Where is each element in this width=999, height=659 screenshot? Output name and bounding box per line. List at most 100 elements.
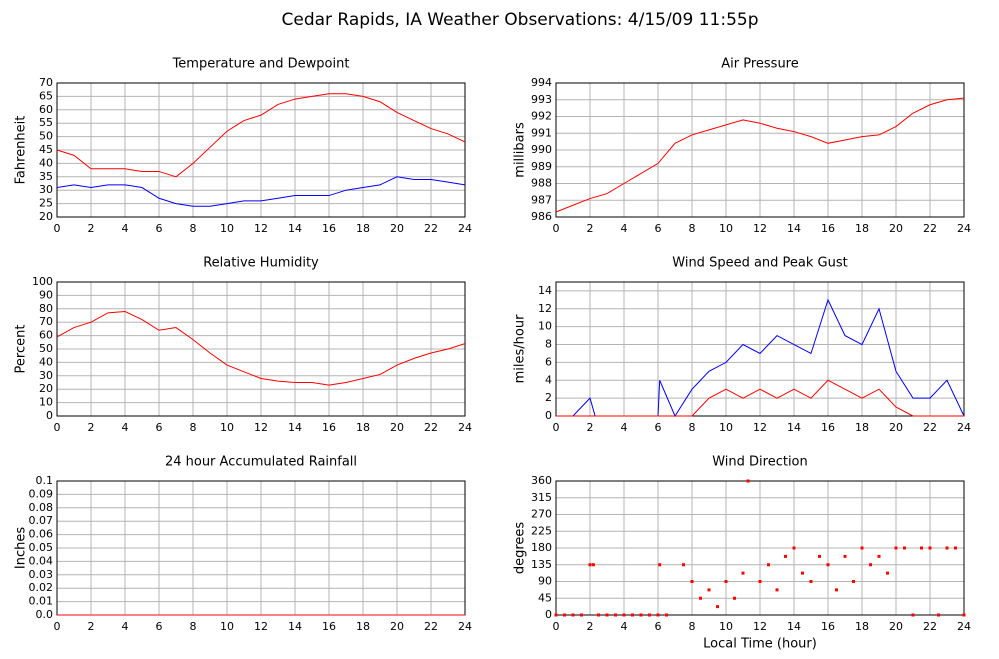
y-axis-label: Fahrenheit xyxy=(14,116,29,185)
data-point xyxy=(886,571,889,575)
y-tick-label: 65 xyxy=(39,89,53,102)
data-point xyxy=(639,613,643,617)
y-tick-label: 0.06 xyxy=(29,528,54,541)
x-tick-label: 6 xyxy=(156,421,163,434)
data-point xyxy=(658,563,662,567)
data-point xyxy=(699,596,702,600)
x-tick-label: 22 xyxy=(424,421,438,434)
data-point xyxy=(784,554,787,558)
data-line xyxy=(56,310,466,386)
x-tick-label: 8 xyxy=(190,620,197,633)
y-tick-label: 0.02 xyxy=(29,581,54,594)
y-tick-label: 0.03 xyxy=(29,568,54,581)
x-tick-label: 24 xyxy=(458,620,472,633)
x-tick-label: 12 xyxy=(254,421,268,434)
y-tick-label: 10 xyxy=(538,320,552,333)
x-tick-label: 20 xyxy=(889,222,903,235)
x-tick-label: 4 xyxy=(122,421,129,434)
data-line xyxy=(556,379,964,417)
plot-frame xyxy=(56,281,466,417)
y-tick-label: 0.09 xyxy=(29,487,54,500)
x-tick-label: 8 xyxy=(190,421,197,434)
x-tick-label: 16 xyxy=(821,620,835,633)
page-title: Cedar Rapids, IA Weather Observations: 4… xyxy=(281,10,758,30)
data-point xyxy=(945,546,949,550)
x-tick-label: 12 xyxy=(254,620,268,633)
x-tick-label: 14 xyxy=(787,620,801,633)
x-tick-label: 24 xyxy=(458,421,472,434)
y-tick-label: 994 xyxy=(531,76,552,89)
x-tick-label: 22 xyxy=(424,620,438,633)
y-tick-label: 4 xyxy=(545,373,552,386)
plot-frame xyxy=(555,82,965,218)
y-tick-label: 70 xyxy=(39,76,53,89)
x-tick-label: 16 xyxy=(322,222,336,235)
x-tick-label: 18 xyxy=(356,222,370,235)
data-point xyxy=(554,613,558,617)
x-tick-label: 6 xyxy=(655,620,662,633)
plot-frame xyxy=(555,281,965,417)
data-line xyxy=(56,93,466,178)
data-point xyxy=(835,588,838,592)
y-tick-label: 180 xyxy=(531,541,552,554)
x-tick-label: 22 xyxy=(923,222,937,235)
x-tick-label: 10 xyxy=(220,620,234,633)
y-axis-label: miles/hour xyxy=(513,314,528,383)
x-tick-label: 18 xyxy=(855,620,869,633)
y-tick-label: 0.05 xyxy=(29,541,54,554)
data-point xyxy=(894,546,898,550)
data-point xyxy=(801,571,804,575)
data-point xyxy=(622,613,626,617)
y-tick-label: 992 xyxy=(531,110,552,123)
x-tick-label: 2 xyxy=(88,222,95,235)
data-point xyxy=(571,613,575,617)
y-tick-label: 225 xyxy=(531,524,552,537)
x-tick-label: 2 xyxy=(587,222,594,235)
x-tick-label: 24 xyxy=(957,222,971,235)
data-point xyxy=(792,546,796,550)
x-tick-label: 24 xyxy=(458,222,472,235)
data-point xyxy=(631,613,634,617)
y-tick-label: 50 xyxy=(39,130,53,143)
x-tick-label: 14 xyxy=(288,421,302,434)
x-tick-label: 2 xyxy=(587,421,594,434)
plot-frame xyxy=(555,480,965,616)
data-point xyxy=(954,546,957,550)
y-axis-label: Inches xyxy=(14,527,29,569)
y-tick-label: 100 xyxy=(32,275,53,288)
y-tick-label: 0.1 xyxy=(36,474,54,487)
data-point xyxy=(682,563,685,567)
data-line xyxy=(555,97,965,213)
y-tick-label: 0.07 xyxy=(29,514,54,527)
data-point xyxy=(869,563,872,567)
y-tick-label: 12 xyxy=(538,302,552,315)
y-axis-label: millibars xyxy=(513,122,528,178)
y-tick-label: 55 xyxy=(39,116,53,129)
x-tick-label: 20 xyxy=(390,421,404,434)
y-tick-label: 90 xyxy=(39,288,53,301)
x-tick-label: 4 xyxy=(122,620,129,633)
x-tick-label: 18 xyxy=(855,222,869,235)
y-tick-label: 0 xyxy=(545,409,552,422)
data-point xyxy=(928,546,932,550)
x-tick-label: 18 xyxy=(855,421,869,434)
x-tick-label: 0 xyxy=(553,620,560,633)
data-point xyxy=(860,546,864,550)
x-tick-label: 10 xyxy=(719,421,733,434)
y-tick-label: 10 xyxy=(39,396,53,409)
y-tick-label: 6 xyxy=(545,355,552,368)
y-tick-label: 0.0 xyxy=(36,608,54,621)
y-tick-label: 45 xyxy=(39,143,53,156)
y-tick-label: 30 xyxy=(39,183,53,196)
data-point xyxy=(591,563,595,567)
x-tick-label: 6 xyxy=(156,620,163,633)
y-tick-label: 0 xyxy=(46,409,53,422)
x-tick-label: 12 xyxy=(254,222,268,235)
y-tick-label: 35 xyxy=(39,170,53,183)
data-point xyxy=(758,580,762,583)
data-point xyxy=(648,613,651,617)
x-tick-label: 6 xyxy=(156,222,163,235)
data-point xyxy=(605,613,609,617)
x-tick-label: 20 xyxy=(390,620,404,633)
